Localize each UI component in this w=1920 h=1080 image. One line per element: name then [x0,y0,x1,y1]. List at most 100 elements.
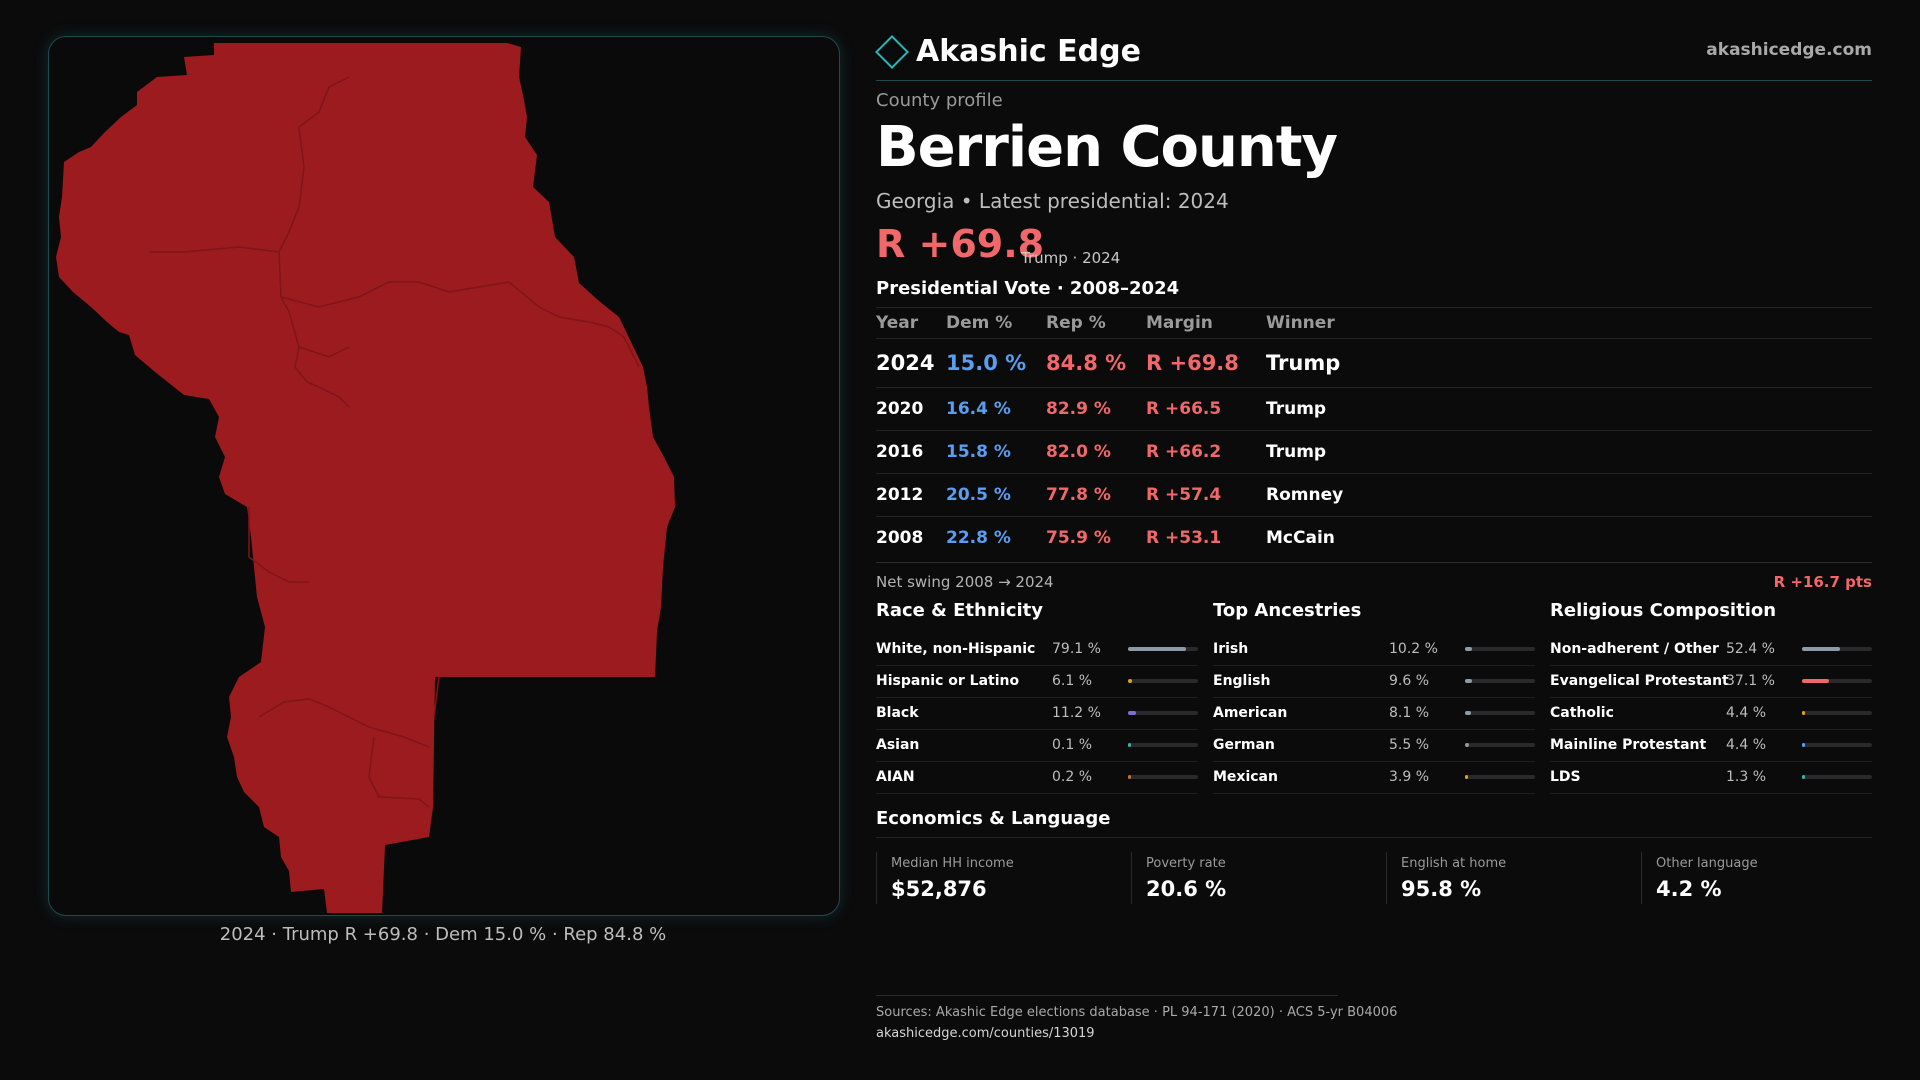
stat-value: 1.3 % [1726,769,1767,785]
econ-english-at-home: English at home 95.8 % [1386,852,1631,904]
county-shape-svg [56,43,675,913]
row-year: 2008 [876,528,924,548]
race-heading: Race & Ethnicity [876,600,1043,621]
row-year: 2020 [876,399,924,419]
stat-bar-fill [1465,711,1471,715]
row-dem: 15.0 % [946,351,1027,375]
county-map[interactable] [48,36,840,916]
stat-label: Mexican [1213,769,1278,785]
stat-label: Non-adherent / Other [1550,641,1719,657]
row-dem: 22.8 % [946,528,1011,548]
stat-label: Hispanic or Latino [876,673,1020,689]
vote-table-header: Year Dem % Rep % Margin Winner [876,307,1872,338]
stat-value: 5.5 % [1389,737,1430,753]
row-margin: R +66.5 [1146,399,1222,419]
row-dem: 16.4 % [946,399,1011,419]
brand[interactable]: Akashic Edge [875,34,1141,69]
stat-label: Mainline Protestant [1550,737,1707,753]
district-lines [149,76,640,808]
col-dem: Dem % [946,313,1013,333]
stat-label: LDS [1550,769,1581,785]
row-margin: R +57.4 [1146,485,1222,505]
stat-value: 52.4 % [1726,641,1775,657]
econ-poverty-rate: Poverty rate 20.6 % [1131,852,1376,904]
row-winner: McCain [1266,528,1335,548]
econ-value: 4.2 % [1656,877,1722,901]
row-rep: 84.8 % [1046,351,1127,375]
stat-bar [1802,679,1872,683]
stat-bar [1128,743,1198,747]
stat-value: 6.1 % [1052,673,1093,689]
map-caption: 2024 · Trump R +69.8 · Dem 15.0 % · Rep … [219,924,667,945]
stat-bar [1802,775,1872,779]
list-item: Non-adherent / Other 52.4 % [1550,634,1872,666]
stat-label: White, non-Hispanic [876,641,1036,657]
sources-text: Sources: Akashic Edge elections database… [876,1005,1398,1020]
county-url-link[interactable]: akashicedge.com/counties/13019 [876,1026,1095,1041]
econ-label: Poverty rate [1146,856,1226,871]
stat-value: 9.6 % [1389,673,1430,689]
stat-value: 79.1 % [1052,641,1101,657]
stat-bar-fill [1802,743,1806,747]
site-link[interactable]: akashicedge.com [1706,40,1872,60]
col-rep: Rep % [1046,313,1106,333]
stat-value: 11.2 % [1052,705,1101,721]
econ-label: English at home [1401,856,1507,871]
economics-heading: Economics & Language [876,808,1111,829]
econ-label: Median HH income [891,856,1014,871]
stat-bar [1802,743,1872,747]
page-subtitle: Georgia • Latest presidential: 2024 [876,189,1229,213]
stat-bar [1128,679,1198,683]
stat-bar-fill [1465,679,1472,683]
row-dem: 15.8 % [946,442,1011,462]
row-winner: Romney [1266,485,1344,505]
header-divider [876,80,1872,81]
stat-label: German [1213,737,1275,753]
row-winner: Trump [1266,399,1327,419]
stat-bar-fill [1802,711,1806,715]
row-rep: 82.0 % [1046,442,1111,462]
stat-bar-fill [1802,679,1829,683]
stat-value: 37.1 % [1726,673,1775,689]
stat-label: Irish [1213,641,1249,657]
headline-margin: R +69.8 [876,222,1045,266]
econ-value: $52,876 [891,877,987,901]
stat-label: Black [876,705,919,721]
table-row: 2020 16.4 % 82.9 % R +66.5 Trump [876,387,1872,430]
list-item: Mainline Protestant 4.4 % [1550,730,1872,762]
stat-value: 3.9 % [1389,769,1430,785]
stat-value: 4.4 % [1726,705,1767,721]
footer-divider [876,995,1338,996]
stat-bar-fill [1465,775,1468,779]
vote-table: Year Dem % Rep % Margin Winner 2024 15.0… [876,307,1872,559]
county-shape[interactable] [56,43,675,913]
net-swing-label: Net swing 2008 → 2024 [876,573,1054,591]
list-item: LDS 1.3 % [1550,762,1872,794]
vote-table-heading: Presidential Vote · 2008–2024 [876,278,1180,299]
stat-value: 10.2 % [1389,641,1438,657]
row-winner: Trump [1266,442,1327,462]
stat-bar [1128,647,1198,651]
econ-median-income: Median HH income $52,876 [876,852,1121,904]
stat-bar-fill [1128,711,1137,715]
col-year: Year [876,313,919,333]
list-item: White, non-Hispanic 79.1 % [876,634,1198,666]
stat-bar [1802,711,1872,715]
row-year: 2012 [876,485,924,505]
net-swing-value: R +16.7 pts [1773,573,1872,591]
list-item: Catholic 4.4 % [1550,698,1872,730]
stat-value: 8.1 % [1389,705,1430,721]
econ-other-language: Other language 4.2 % [1641,852,1886,904]
row-margin: R +69.8 [1146,351,1239,375]
headline-margin-note: Trump · 2024 [1021,249,1121,267]
econ-value: 95.8 % [1401,877,1482,901]
ancestry-heading: Top Ancestries [1213,600,1362,621]
stat-bar-fill [1465,647,1473,651]
list-item: American 8.1 % [1213,698,1535,730]
row-rep: 75.9 % [1046,528,1111,548]
stat-label: AIAN [876,769,915,785]
list-item: Asian 0.1 % [876,730,1198,762]
row-margin: R +66.2 [1146,442,1222,462]
economics-divider [876,837,1872,838]
table-row: 2016 15.8 % 82.0 % R +66.2 Trump [876,430,1872,473]
